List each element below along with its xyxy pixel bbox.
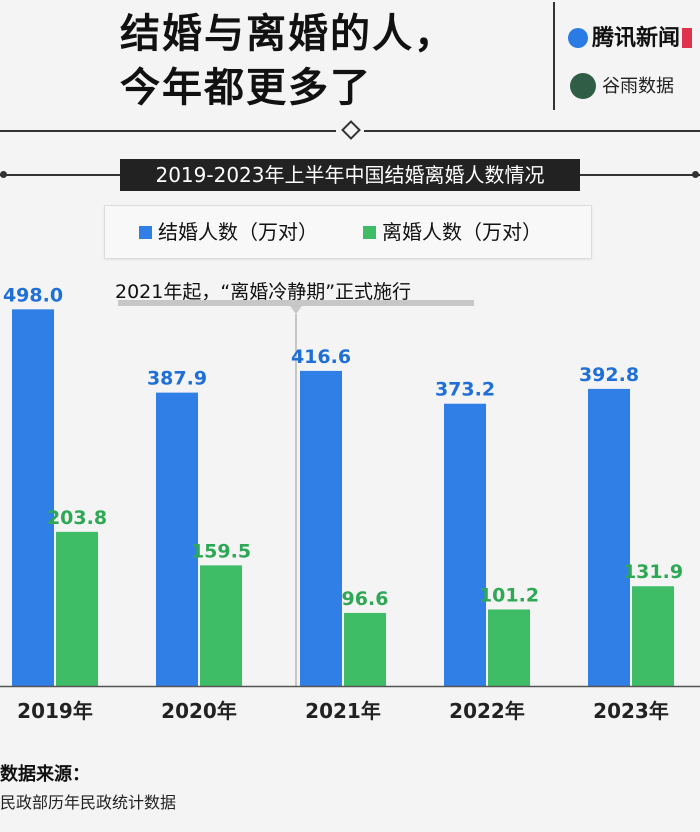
x-tick-label-1: 2020年 bbox=[161, 699, 237, 723]
data-label-marriage-1: 387.9 bbox=[147, 368, 207, 390]
source-text: 民政部历年民政统计数据 bbox=[0, 793, 177, 812]
brand-tencent-news-label: 腾讯新闻 bbox=[592, 26, 681, 51]
headline-line-1: 结婚与离婚的人， bbox=[120, 11, 456, 57]
bar-marriage-1 bbox=[156, 392, 198, 686]
note-underline bbox=[118, 300, 474, 306]
x-tick-label-0: 2019年 bbox=[17, 699, 93, 723]
legend-swatch-marriage bbox=[139, 226, 152, 239]
bar-marriage-3 bbox=[444, 403, 486, 686]
bar-divorce-0 bbox=[56, 531, 98, 686]
brand-guyu-data: 谷雨数据 bbox=[570, 72, 674, 99]
guyu-seal-icon bbox=[570, 73, 596, 99]
x-tick-label-3: 2022年 bbox=[449, 699, 525, 723]
data-label-divorce-2: 96.6 bbox=[342, 588, 389, 610]
chart-title: 2019-2023年上半年中国结婚离婚人数情况 bbox=[120, 159, 580, 191]
data-label-divorce-3: 101.2 bbox=[479, 584, 539, 606]
legend: 结婚人数（万对） 离婚人数（万对） bbox=[104, 205, 592, 259]
bar-divorce-3 bbox=[488, 609, 530, 686]
bar-marriage-2 bbox=[300, 370, 342, 686]
legend-item-marriage: 结婚人数（万对） bbox=[139, 220, 318, 244]
bar-divorce-1 bbox=[200, 565, 242, 686]
title-rule-dot-right bbox=[692, 171, 699, 178]
data-label-divorce-0: 203.8 bbox=[47, 507, 107, 529]
divider-right bbox=[364, 130, 700, 132]
legend-label-marriage: 结婚人数（万对） bbox=[158, 220, 318, 244]
data-label-divorce-4: 131.9 bbox=[623, 561, 683, 583]
note-guide-line bbox=[295, 314, 297, 686]
source-label: 数据来源： bbox=[0, 764, 90, 785]
data-label-divorce-1: 159.5 bbox=[191, 540, 251, 562]
data-label-marriage-2: 416.6 bbox=[291, 346, 351, 368]
bar-divorce-2 bbox=[344, 612, 386, 686]
brand-guyu-label: 谷雨数据 bbox=[602, 76, 674, 97]
x-tick-label-4: 2023年 bbox=[593, 699, 669, 723]
note-pointer-icon bbox=[290, 306, 302, 314]
legend-swatch-divorce bbox=[363, 226, 376, 239]
header-divider bbox=[553, 2, 555, 110]
tencent-badge-icon bbox=[682, 28, 693, 48]
bar-marriage-0 bbox=[12, 309, 54, 686]
data-label-marriage-3: 373.2 bbox=[435, 379, 495, 401]
cooling-off-note: 2021年起，“离婚冷静期”正式施行 bbox=[115, 281, 412, 303]
data-label-marriage-0: 498.0 bbox=[3, 284, 63, 306]
divider-left bbox=[0, 130, 336, 132]
tencent-news-logo-icon bbox=[568, 28, 588, 48]
legend-label-divorce: 离婚人数（万对） bbox=[382, 220, 542, 244]
brand-tencent-news: 腾讯新闻 bbox=[568, 20, 693, 52]
data-label-marriage-4: 392.8 bbox=[579, 364, 639, 386]
x-tick-label-2: 2021年 bbox=[305, 699, 381, 723]
headline-line-2: 今年都更多了 bbox=[120, 65, 372, 111]
title-rule-dot-left bbox=[0, 171, 7, 178]
legend-item-divorce: 离婚人数（万对） bbox=[363, 220, 542, 244]
bar-marriage-4 bbox=[588, 388, 630, 686]
bar-divorce-4 bbox=[632, 586, 674, 686]
